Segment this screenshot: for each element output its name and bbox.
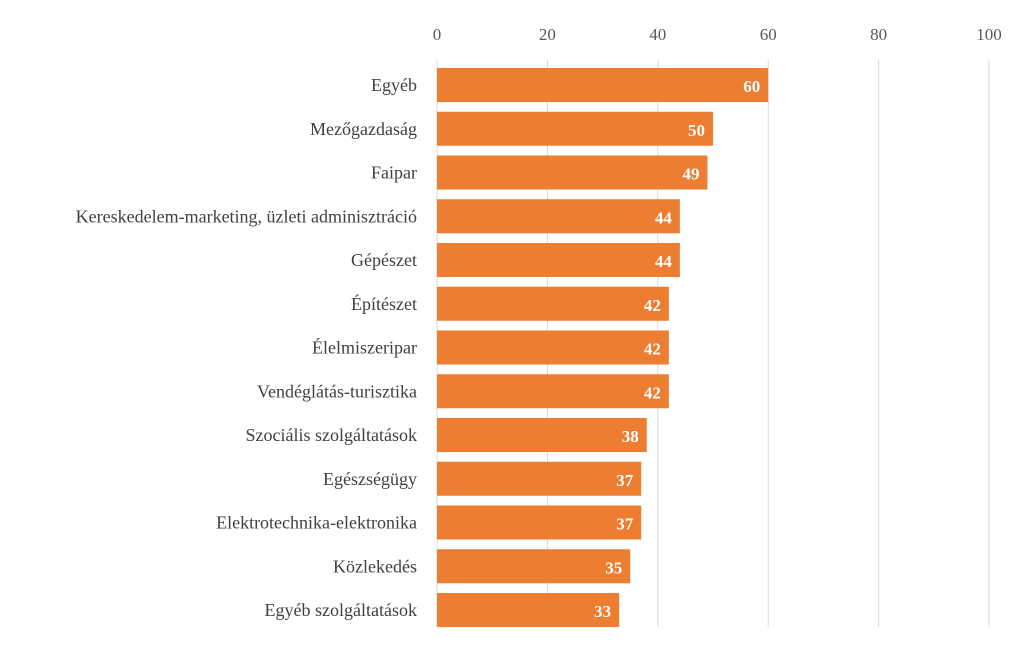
- value-label: 42: [644, 296, 661, 315]
- value-label: 37: [616, 515, 634, 534]
- category-label: Egészségügy: [323, 469, 417, 489]
- category-label: Egyéb: [371, 75, 417, 95]
- value-label: 42: [644, 383, 661, 402]
- bar: [437, 68, 769, 102]
- bars: [437, 68, 769, 627]
- category-label: Szociális szolgáltatások: [246, 425, 417, 445]
- category-label: Faipar: [371, 163, 417, 183]
- value-label: 44: [655, 208, 673, 227]
- category-label: Vendéglátás-turisztika: [257, 381, 417, 401]
- bar: [437, 461, 642, 496]
- category-label: Gépészet: [351, 250, 417, 270]
- value-label: 37: [616, 471, 634, 490]
- bar: [437, 505, 642, 540]
- value-label: 42: [644, 340, 661, 359]
- bar: [437, 418, 647, 452]
- x-tick-label: 100: [976, 25, 1002, 44]
- bar: [437, 111, 713, 146]
- bar: [437, 330, 669, 365]
- value-label: 60: [743, 77, 760, 96]
- bar: [437, 549, 631, 584]
- x-tick-label: 80: [870, 25, 887, 44]
- bar: [437, 199, 680, 234]
- bar: [437, 286, 669, 321]
- value-label: 50: [688, 121, 705, 140]
- category-label: Mezőgazdaság: [310, 119, 417, 139]
- category-label: Egyéb szolgáltatások: [265, 600, 417, 620]
- value-label: 38: [622, 427, 639, 446]
- x-tick-label: 20: [539, 25, 556, 44]
- x-tick-label: 40: [649, 25, 666, 44]
- bar: [437, 155, 708, 190]
- value-label: 33: [594, 602, 611, 621]
- value-label: 49: [682, 165, 699, 184]
- bar: [437, 593, 620, 627]
- value-labels: 60 50 49 44 44 42 42 42 38 37 37 35 33: [594, 77, 760, 621]
- bar: [437, 243, 680, 277]
- category-label: Építészet: [351, 293, 417, 314]
- category-label: Kereskedelem-marketing, üzleti adminiszt…: [76, 206, 417, 226]
- x-tick-label: 0: [433, 25, 442, 44]
- category-label: Közlekedés: [333, 556, 417, 576]
- x-tick-label: 60: [760, 25, 777, 44]
- category-labels: Egyéb Mezőgazdaság Faipar Kereskedelem-mark…: [76, 75, 417, 620]
- category-label: Elektrotechnika-elektronika: [216, 513, 417, 533]
- value-label: 44: [655, 252, 673, 271]
- bar: [437, 374, 669, 409]
- category-label: Élelmiszeripar: [312, 337, 417, 358]
- value-label: 35: [605, 558, 622, 577]
- x-axis-tick-labels: 0 20 40 60 80 100: [433, 25, 1002, 44]
